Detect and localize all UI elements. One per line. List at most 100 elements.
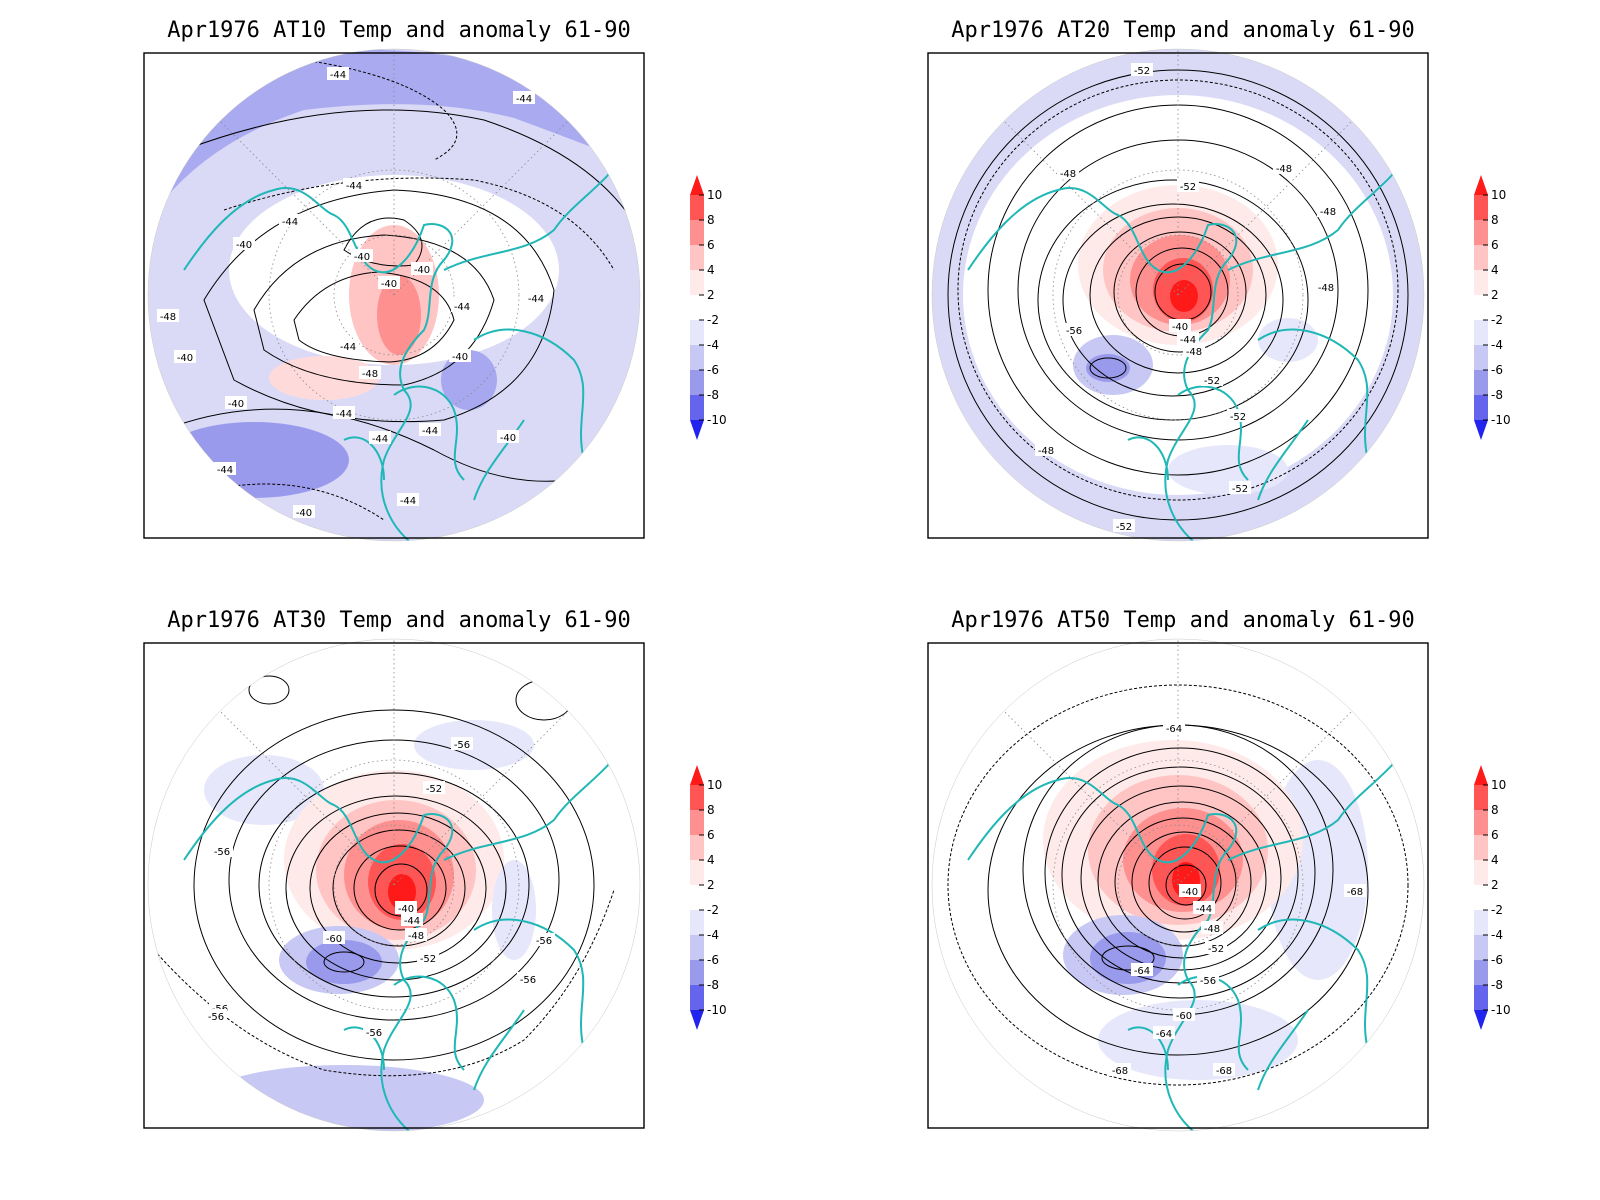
contour-label: -48 (1201, 921, 1223, 935)
contour-label: -44 (343, 178, 365, 192)
colorbar-tick-label: 2 (707, 288, 715, 302)
contour-label: -44 (337, 339, 359, 353)
colorbar-segment (1474, 835, 1488, 860)
colorbar-segment (1474, 785, 1488, 810)
contour-label-text: -44 (516, 94, 532, 105)
contour-label-text: -56 (520, 975, 536, 986)
plot-area: -52-48 -48-52-48-48-56 -40-44-48-52-52-48-… (927, 48, 1511, 542)
contour-label-text: -40 (452, 352, 468, 363)
contour-label-text: -44 (528, 294, 544, 305)
contour-label: -52 (1177, 179, 1199, 193)
contour-label: -40 (449, 349, 471, 363)
contour-label-text: -44 (336, 409, 352, 420)
colorbar-tick-label: -2 (707, 313, 719, 327)
colorbar-segment (690, 985, 704, 1010)
contour-line (253, 234, 495, 386)
contour-line (163, 408, 615, 482)
contour-label: -68 (1213, 1063, 1235, 1077)
contour-line (323, 951, 365, 973)
colorbar-bottom-arrow (690, 420, 704, 440)
contour-line (193, 709, 595, 1061)
colorbar-segment (1474, 320, 1488, 345)
contour-label-text: -48 (408, 931, 424, 942)
anomaly-cold-region (441, 350, 497, 410)
contour-label: -52 (1131, 63, 1153, 77)
contour-label: -68 (1344, 884, 1366, 898)
latitude-circle (333, 824, 455, 946)
contour-label-text: -68 (1347, 887, 1363, 898)
contour-line (1089, 357, 1127, 379)
contour-label: -56 (451, 737, 473, 751)
contour-label-text: -48 (1038, 446, 1054, 457)
contour-label: -44 (525, 291, 547, 305)
contour-label: -56 (533, 933, 555, 947)
contour-line (1113, 231, 1247, 353)
colorbar-tick-label: 4 (707, 263, 715, 277)
contour-label-text: -44 (404, 916, 420, 927)
contour-label: -56 (205, 1009, 227, 1023)
contour-labels: -56-52-56-40-44-48-60-52-56-56-56-56-56 (205, 737, 555, 1039)
contour-label-text: -56 (1200, 976, 1216, 987)
colorbar-segment (1474, 370, 1488, 395)
colorbar-tick-label: -6 (1491, 953, 1503, 967)
contour-label-text: -48 (1318, 283, 1334, 294)
colorbar-tick-label: -4 (707, 928, 719, 942)
contour-label: -64 (1131, 963, 1153, 977)
anomaly-cold-region (306, 940, 382, 984)
panel-at30: Apr1976 AT30 Temp and anomaly 61-90 (143, 590, 924, 1190)
panel-at10: Apr1976 AT10 Temp and anomaly 61-90 (143, 0, 924, 600)
contour-line (1131, 831, 1237, 933)
contour-label: -40 (351, 249, 373, 263)
colorbar-segment (690, 370, 704, 395)
colorbar-tick-label: -2 (1491, 903, 1503, 917)
colorbar-segment (690, 195, 704, 220)
coastline (183, 777, 454, 1131)
contour-label: -44 (419, 423, 441, 437)
panel-at20: Apr1976 AT20 Temp and anomaly 61-90 (927, 0, 1600, 600)
contour-label: -40 (411, 262, 433, 276)
contour-label: -48 (405, 928, 427, 942)
plot-area: -44-44-44-44-40-40-40-40-44-44-48-44-48-… (143, 48, 727, 542)
colorbar-tick-label: -8 (707, 388, 719, 402)
contour-label-text: -40 (381, 279, 397, 290)
contour-label-text: -40 (236, 240, 252, 251)
contour-label: -48 (359, 366, 381, 380)
contour-label: -44 (1193, 901, 1215, 915)
colorbar-tick-label: 6 (1491, 238, 1499, 252)
latitude-circle (1052, 759, 1304, 1011)
colorbar-segment (690, 935, 704, 960)
contour-label-text: -68 (1216, 1066, 1232, 1077)
colorbar-segment (1474, 885, 1488, 910)
colorbar-segment (1474, 295, 1488, 320)
contour-line (1097, 801, 1267, 959)
contour-label-text: -44 (400, 496, 416, 507)
contour-label-text: -60 (1176, 1011, 1192, 1022)
anomaly-cold-region (492, 860, 536, 960)
contour-line (309, 812, 487, 964)
contour-label-text: -44 (372, 434, 388, 445)
colorbar-tick-label: 6 (707, 238, 715, 252)
contour-line (248, 675, 290, 705)
meridian (1003, 710, 1179, 886)
contour-label: -40 (497, 430, 519, 444)
colorbar-tick-label: 2 (1491, 288, 1499, 302)
panel-at50: Apr1976 AT50 Temp and anomaly 61-90 (927, 590, 1600, 1190)
contour-label-text: -44 (422, 426, 438, 437)
colorbar-segment (690, 245, 704, 270)
contour-label-text: -60 (326, 934, 342, 945)
contour-label: -40 (225, 396, 247, 410)
colorbar-segment (690, 220, 704, 245)
coastline (183, 187, 454, 541)
contour-label: -48 (1035, 443, 1057, 457)
colorbar-tick-label: 10 (707, 188, 722, 202)
contour-label-text: -56 (1066, 326, 1082, 337)
colorbar-tick-label: 2 (707, 878, 715, 892)
chart-title: Apr1976 AT10 Temp and anomaly 61-90 (167, 18, 631, 43)
contour-label: -40 (395, 901, 417, 915)
chart-title: Apr1976 AT50 Temp and anomaly 61-90 (951, 608, 1415, 633)
colorbar-top-arrow (690, 765, 704, 785)
contour-label: -40 (1169, 319, 1191, 333)
contour-label-text: -44 (330, 70, 346, 81)
contour-label: -64 (1163, 721, 1185, 735)
contour-label-text: -64 (1156, 1029, 1172, 1040)
